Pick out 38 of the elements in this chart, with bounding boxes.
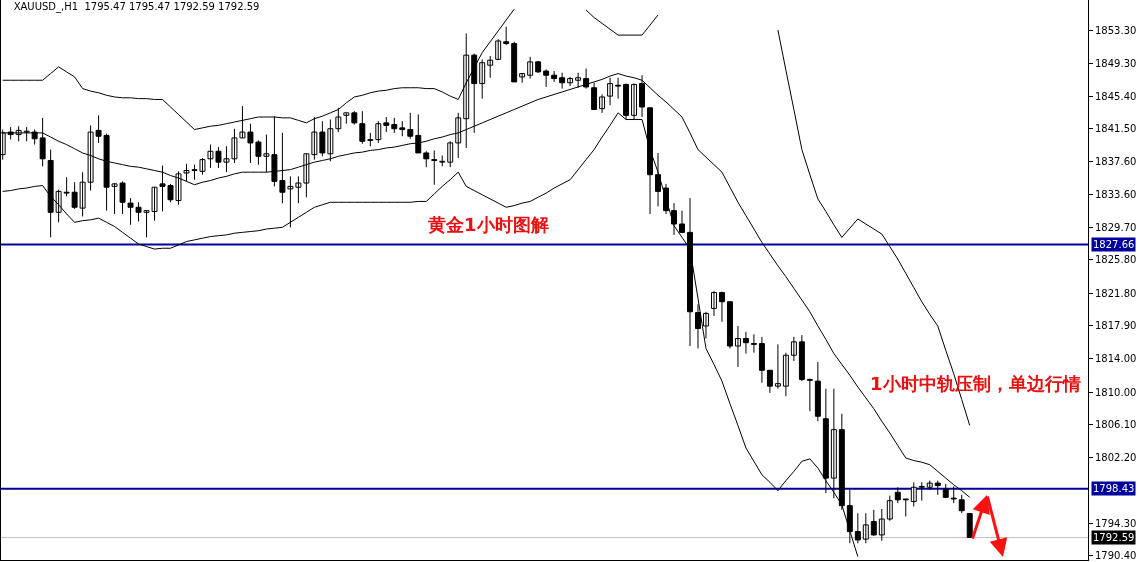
candlestick — [343, 112, 350, 125]
ref-line-label: 1798.43 — [1093, 483, 1135, 494]
candlestick — [934, 480, 941, 496]
candlestick — [439, 154, 446, 167]
y-tick-label: 1802.20 — [1095, 451, 1137, 463]
annotation: 黄金1小时图解 — [427, 214, 549, 235]
candlestick — [519, 73, 526, 84]
y-tick-label: 1825.80 — [1095, 254, 1137, 266]
candlestick — [902, 498, 909, 518]
candlestick — [966, 512, 973, 539]
y-tick-label: 1853.30 — [1095, 24, 1137, 36]
candlestick — [942, 483, 949, 499]
chart-title: XAUUSD_,H1 1795.47 1795.47 1792.59 1792.59 — [13, 0, 260, 13]
y-tick-label: 1849.30 — [1095, 58, 1137, 70]
candlestick — [367, 132, 374, 147]
ref-line-label: 1792.59 — [1093, 532, 1135, 543]
y-tick-label: 1833.60 — [1095, 189, 1137, 201]
ref-line-label: 1827.66 — [1093, 239, 1135, 250]
candlestick — [878, 508, 885, 542]
y-tick-label: 1841.50 — [1095, 123, 1137, 135]
candlestick — [399, 120, 406, 137]
candlestick — [918, 481, 925, 502]
y-tick-label: 1806.10 — [1095, 419, 1137, 431]
y-tick-label: 1837.60 — [1095, 155, 1137, 167]
y-tick-label: 1821.80 — [1095, 287, 1137, 299]
y-tick-label: 1845.40 — [1095, 90, 1137, 102]
y-tick-label: 1794.30 — [1095, 517, 1137, 529]
candlestick — [503, 26, 510, 46]
y-tick-label: 1829.70 — [1095, 221, 1137, 233]
candlestick — [431, 149, 438, 186]
candlestick — [351, 110, 358, 126]
candlestick — [383, 116, 390, 133]
y-tick-label: 1814.00 — [1095, 353, 1137, 365]
candlestick — [535, 60, 542, 74]
y-tick-label: 1790.40 — [1095, 550, 1137, 562]
y-tick-label: 1817.90 — [1095, 320, 1137, 332]
y-tick-label: 1810.00 — [1095, 386, 1137, 398]
candlestick — [926, 480, 933, 491]
